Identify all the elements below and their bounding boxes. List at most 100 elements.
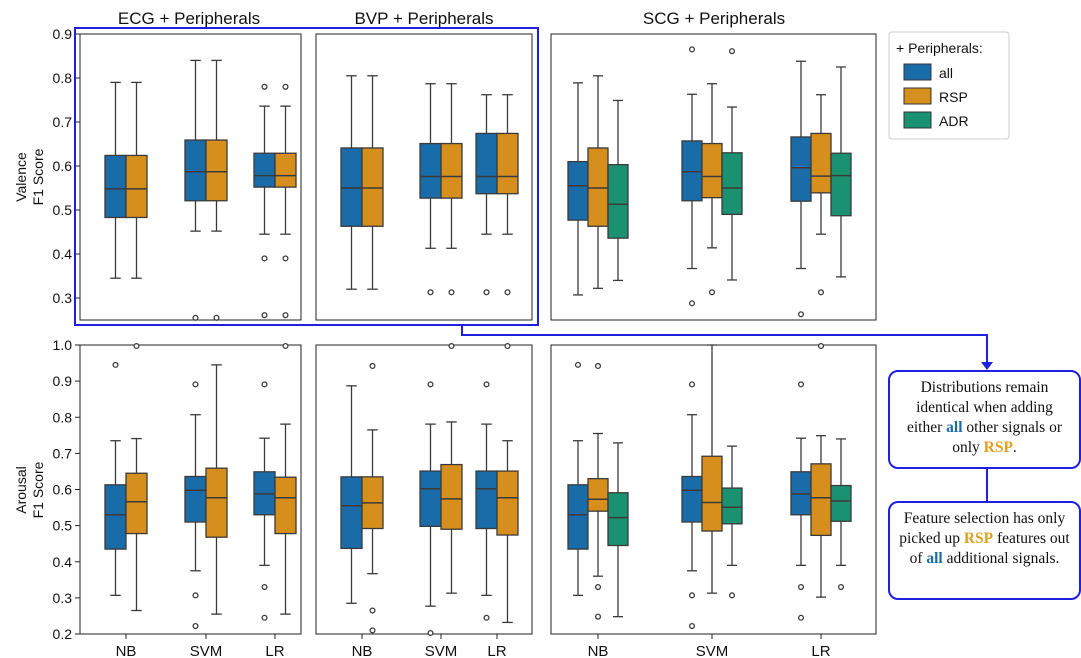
outlier-point [837,583,845,591]
box-lr-rsp [496,342,519,624]
outlier-point [369,362,376,370]
box-svm-all [681,46,703,307]
box-iqr [419,470,442,527]
box-iqr [205,467,228,538]
note1-text-1: Distributions remain identical when addi… [907,379,1053,436]
box-iqr [419,142,442,199]
box-iqr [125,472,148,535]
outlier-point [261,83,268,90]
box-lr-all [790,60,812,318]
box-iqr [184,475,207,523]
outlier-point [594,613,602,620]
box-nb-rsp [361,362,384,634]
box-iqr [701,142,723,199]
box-iqr [340,147,363,227]
outlier-point [817,289,825,296]
box-nb-all [104,81,127,279]
y-tick-label: 0.3 [53,290,73,306]
box-iqr [475,132,498,195]
outlier-point [261,583,268,591]
note2-all: all [926,550,943,567]
box-svm-rsp [205,59,228,321]
box-lr-rsp [810,94,832,296]
box-iqr [681,475,703,523]
x-tick-label: SVM [696,643,729,658]
row-label-arousal: Arousal F1 Score [13,461,46,518]
panel-frame [315,344,533,635]
outlier-point [817,342,825,350]
row-label-valence: Valence F1 Score [13,148,46,205]
box-iqr [440,142,463,199]
box-lr-rsp [274,342,297,615]
note2-text-1: Feature selection has only picked up [899,510,1066,547]
y-tick-label: 0.7 [53,114,73,130]
x-tick-label: NB [352,643,373,658]
box-iqr [205,139,228,202]
y-tick-label: 0.6 [53,482,73,498]
box-iqr [475,470,498,530]
outlier-point [261,381,268,388]
box-iqr [104,154,127,219]
outlier-point [504,289,511,296]
outlier-point [483,381,490,388]
box-nb-rsp [361,75,384,290]
box-svm-all [419,381,442,637]
box-iqr [810,132,832,194]
note2-rsp: RSP [963,530,994,547]
box-iqr [587,478,609,512]
legend-label-adr: ADR [939,113,969,129]
outlier-point [594,362,602,370]
outlier-point [483,614,490,621]
x-tick-label: LR [811,643,830,658]
y-tick-label: 0.6 [53,158,73,174]
box-lr-all [253,381,276,621]
box-svm-rsp [205,364,228,615]
box-iqr [607,492,629,547]
panel-arousal-1: NB SVM LR [315,342,533,658]
box-lr-rsp [810,342,832,598]
box-lr-all [253,83,276,319]
outlier-point [133,342,140,350]
outlier-point [483,289,490,296]
outlier-point [282,255,289,262]
box-iqr [790,136,812,202]
outlier-point [594,583,602,591]
box-iqr [184,139,207,202]
outlier-point [369,627,376,634]
outlier-point [112,361,119,368]
outlier-point [261,614,268,621]
box-lr-all [790,381,812,621]
legend-label-all: all [939,65,953,81]
outlier-point [688,592,696,599]
outlier-point [261,255,268,262]
annotation-identical-distributions: Distributions remain identical when addi… [888,370,1081,469]
x-tick-label: SVM [190,643,223,658]
box-lr-all [475,94,498,296]
box-svm-rsp [440,83,463,296]
legend-label-rsp: RSP [939,89,968,105]
box-iqr [340,476,363,550]
box-nb-rsp [587,75,609,289]
y-tick-label: 0.9 [53,26,73,42]
box-nb-all [567,361,589,596]
box-nb-all [340,75,363,290]
box-iqr [810,463,832,537]
box-svm-rsp [701,344,723,594]
box-iqr [830,152,852,217]
box-lr-adr [830,438,852,591]
note2-text-2: features out of [909,530,1070,567]
outlier-point [192,314,199,321]
outlier-point [213,314,220,321]
panels: 0.30.40.50.60.70.80.90.20.30.40.50.60.70… [53,26,877,658]
column-title-bvp: BVP + Peripherals [354,9,493,28]
highlight-frame [74,27,539,326]
outlier-point [688,300,696,307]
box-svm-all [184,381,207,630]
outlier-point [448,342,455,350]
legend-swatch-all [903,63,932,81]
row-label-arousal-line2: F1 Score [30,461,46,518]
box-svm-rsp [440,342,463,594]
outlier-point [728,48,736,55]
box-svm-all [681,381,703,630]
outlier-point [688,623,696,630]
